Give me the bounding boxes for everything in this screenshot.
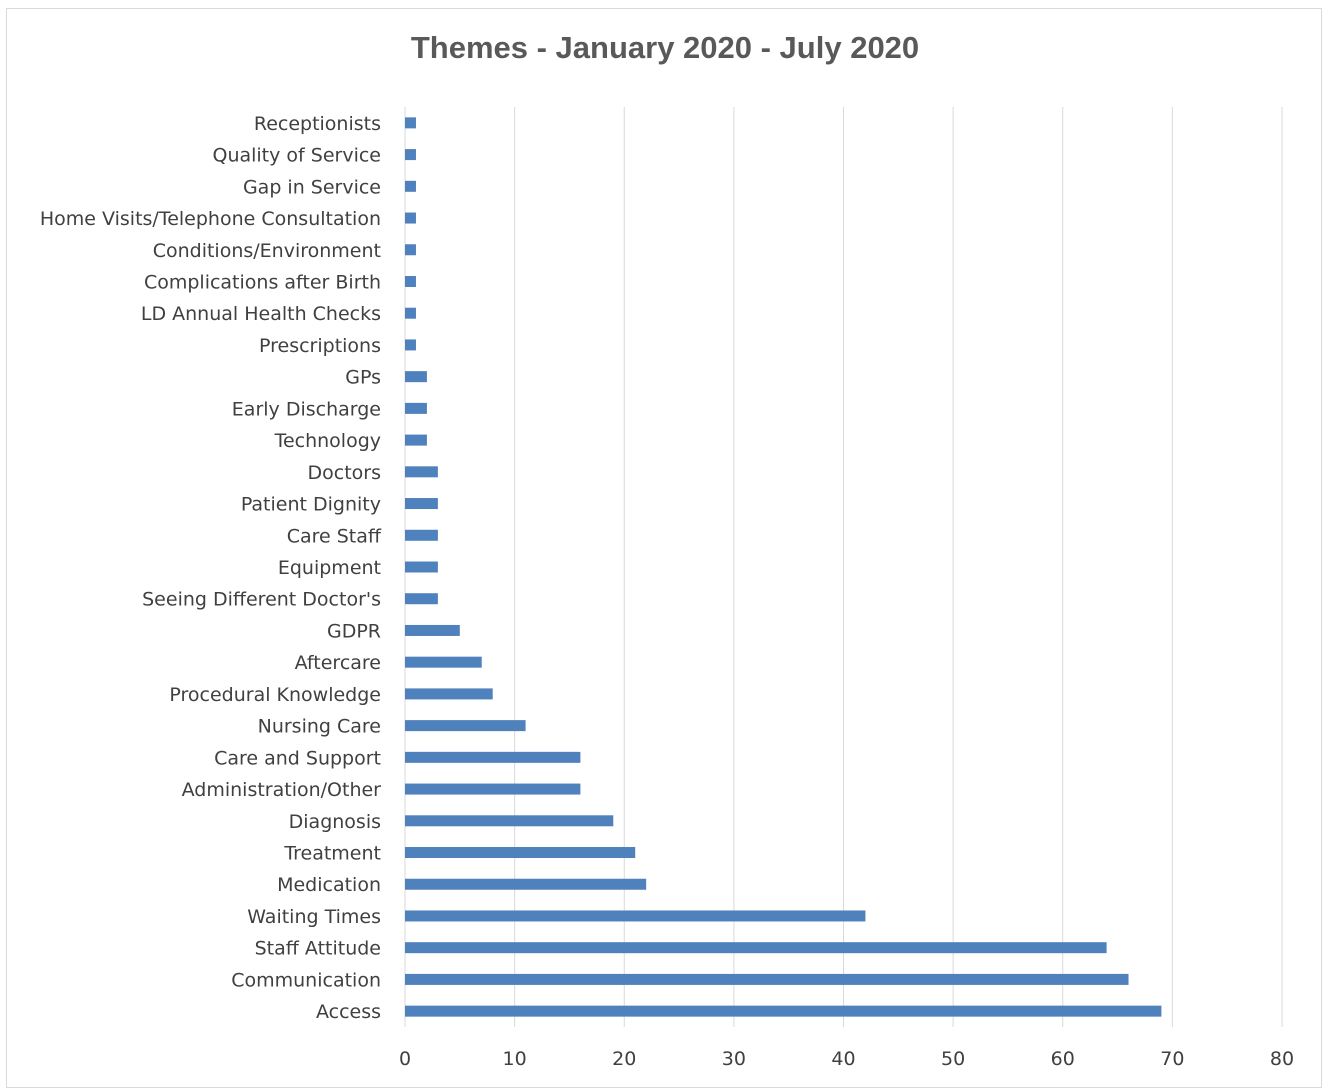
- bar: [405, 688, 493, 700]
- bar: [405, 275, 416, 287]
- bar: [405, 751, 581, 763]
- category-label: Care Staff: [287, 525, 382, 547]
- bar: [405, 815, 614, 827]
- category-label: Complications after Birth: [144, 271, 381, 293]
- bar: [405, 1005, 1162, 1017]
- category-label: Home Visits/Telephone Consultation: [40, 208, 381, 230]
- x-tick-label: 10: [503, 1048, 527, 1070]
- chart-title: Themes - January 2020 - July 2020: [410, 30, 920, 65]
- bar: [405, 498, 438, 510]
- category-label: Doctors: [308, 462, 382, 484]
- gridlines: [404, 107, 1283, 1027]
- category-label: Procedural Knowledge: [169, 684, 381, 706]
- bar: [405, 212, 416, 224]
- bar: [405, 656, 482, 668]
- bar: [405, 117, 416, 129]
- bar: [405, 593, 438, 605]
- bar: [405, 973, 1129, 985]
- category-label: Staff Attitude: [255, 938, 381, 960]
- x-tick-label: 0: [399, 1048, 411, 1070]
- category-label: Conditions/Environment: [153, 240, 381, 262]
- x-tick-label: 50: [941, 1048, 965, 1070]
- bar: [405, 942, 1107, 954]
- category-label: Early Discharge: [232, 398, 381, 420]
- bar: [405, 561, 438, 573]
- category-label: GPs: [345, 367, 381, 389]
- category-label: Diagnosis: [289, 811, 381, 833]
- category-label: Seeing Different Doctor's: [142, 589, 381, 611]
- category-label: Prescriptions: [259, 335, 381, 357]
- category-label: Aftercare: [295, 652, 381, 674]
- bar: [405, 466, 438, 478]
- x-tick-label: 80: [1270, 1048, 1294, 1070]
- category-label: Waiting Times: [247, 906, 381, 928]
- bar: [405, 910, 866, 922]
- bar: [405, 434, 427, 446]
- category-label: Communication: [231, 969, 381, 991]
- bar: [405, 847, 636, 859]
- category-label: Technology: [274, 430, 381, 452]
- bar: [405, 307, 416, 319]
- bar: [405, 244, 416, 256]
- category-label: LD Annual Health Checks: [141, 303, 381, 325]
- category-label: Gap in Service: [243, 176, 381, 198]
- category-label: Nursing Care: [258, 716, 381, 738]
- category-label: Medication: [277, 874, 381, 896]
- x-tick-label: 60: [1051, 1048, 1075, 1070]
- x-tick-labels: 0 10 20 30 40 50 60 70 80: [399, 1048, 1294, 1070]
- bar: [405, 624, 460, 636]
- category-label: Quality of Service: [212, 145, 381, 167]
- category-label: Care and Support: [214, 747, 381, 769]
- category-label: GDPR: [327, 620, 381, 642]
- x-tick-label: 30: [722, 1048, 746, 1070]
- category-label: Treatment: [283, 843, 381, 865]
- bar: [405, 149, 416, 161]
- x-tick-label: 40: [831, 1048, 855, 1070]
- bars: [405, 117, 1162, 1017]
- bar: [405, 339, 416, 351]
- bar: [405, 180, 416, 192]
- category-label: Access: [316, 1001, 381, 1023]
- x-tick-label: 70: [1160, 1048, 1184, 1070]
- category-labels: Receptionists Quality of Service Gap in Se…: [40, 113, 382, 1023]
- bar: [405, 529, 438, 541]
- bar: [405, 371, 427, 383]
- chart-frame: [6, 8, 1322, 1088]
- bar: [405, 720, 526, 732]
- category-label: Receptionists: [254, 113, 381, 135]
- category-label: Equipment: [278, 557, 381, 579]
- bar: [405, 878, 647, 890]
- bar: [405, 402, 427, 414]
- x-tick-label: 20: [612, 1048, 636, 1070]
- category-label: Administration/Other: [182, 779, 382, 801]
- category-label: Patient Dignity: [241, 494, 381, 516]
- bar: [405, 783, 581, 795]
